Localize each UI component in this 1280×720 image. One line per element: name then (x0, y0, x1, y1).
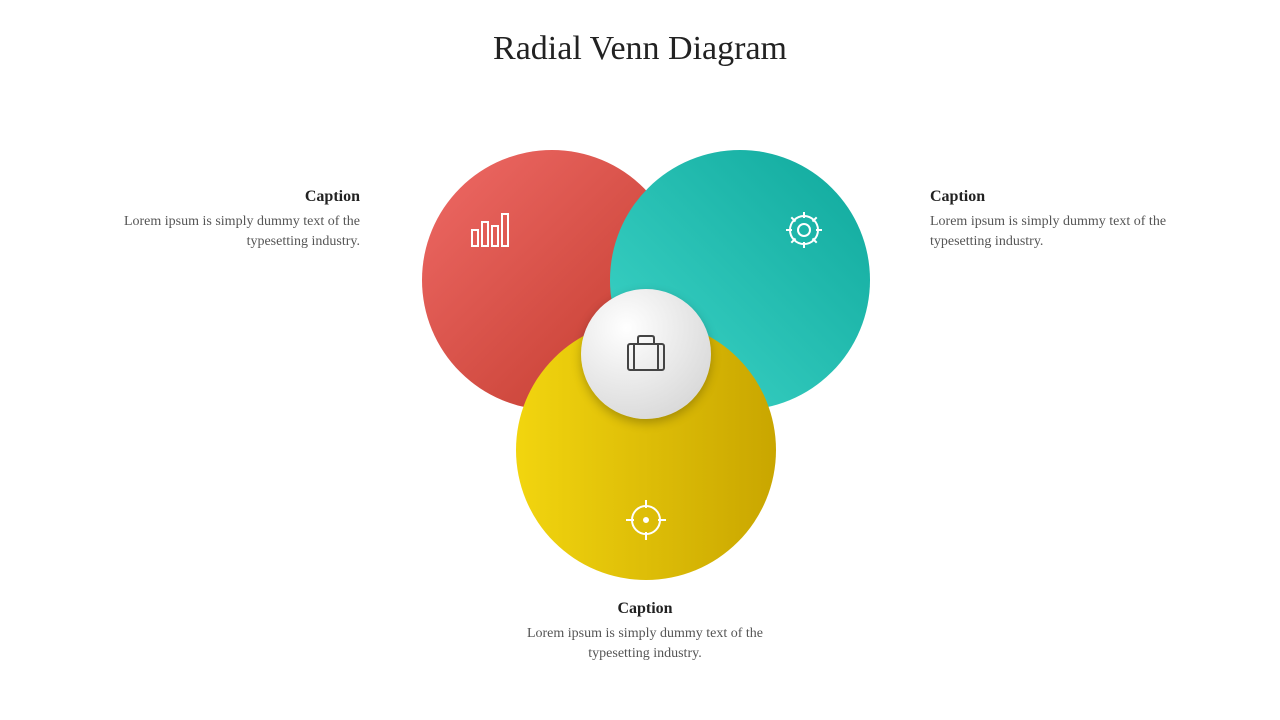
caption-body: Lorem ipsum is simply dummy text of the … (90, 212, 360, 253)
caption-title: Caption (510, 600, 780, 618)
caption-body: Lorem ipsum is simply dummy text of the … (930, 212, 1200, 253)
caption-block-right: Caption Lorem ipsum is simply dummy text… (930, 188, 1200, 253)
diagram-stage: Radial Venn Diagram (0, 0, 1280, 720)
caption-title: Caption (930, 188, 1200, 206)
bar-chart-icon (460, 200, 520, 260)
caption-body: Lorem ipsum is simply dummy text of the … (510, 624, 780, 665)
caption-title: Caption (90, 188, 360, 206)
caption-block-left: Caption Lorem ipsum is simply dummy text… (90, 188, 360, 253)
briefcase-icon (616, 324, 676, 384)
gear-icon (774, 200, 834, 260)
page-title: Radial Venn Diagram (0, 30, 1280, 68)
caption-block-bottom: Caption Lorem ipsum is simply dummy text… (510, 600, 780, 665)
target-icon (616, 490, 676, 550)
